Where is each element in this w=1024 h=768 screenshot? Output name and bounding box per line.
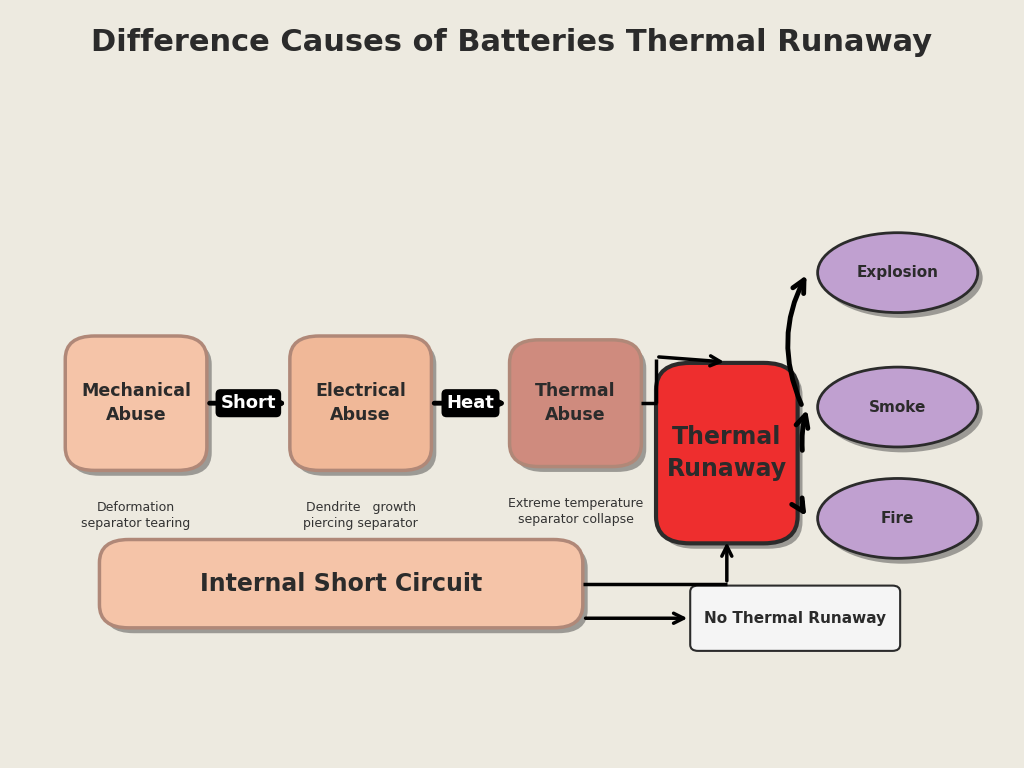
Ellipse shape [817,233,978,313]
FancyBboxPatch shape [71,342,212,476]
FancyBboxPatch shape [690,586,900,651]
Text: No Thermal Runaway: No Thermal Runaway [705,611,886,626]
FancyBboxPatch shape [660,369,803,548]
Text: Thermal
Runaway: Thermal Runaway [667,425,786,481]
Text: Dendrite   growth
piercing separator: Dendrite growth piercing separator [303,502,418,530]
Text: Explosion: Explosion [857,265,939,280]
Text: Smoke: Smoke [869,399,927,415]
Ellipse shape [822,372,983,452]
FancyBboxPatch shape [510,340,641,467]
Text: Heat: Heat [446,394,495,412]
Text: Thermal
Abuse: Thermal Abuse [536,382,615,424]
Text: Fire: Fire [881,511,914,526]
Text: Electrical
Abuse: Electrical Abuse [315,382,407,424]
FancyBboxPatch shape [514,346,646,472]
Text: Internal Short Circuit: Internal Short Circuit [200,571,482,596]
Text: Mechanical
Abuse: Mechanical Abuse [81,382,191,424]
Ellipse shape [817,367,978,447]
Text: Extreme temperature
separator collapse: Extreme temperature separator collapse [508,498,643,526]
Ellipse shape [817,478,978,558]
Text: Deformation
separator tearing: Deformation separator tearing [82,502,190,530]
FancyBboxPatch shape [295,342,436,476]
FancyBboxPatch shape [66,336,207,470]
Text: Short: Short [220,394,276,412]
Text: Difference Causes of Batteries Thermal Runaway: Difference Causes of Batteries Thermal R… [91,28,933,57]
FancyBboxPatch shape [290,336,431,470]
Ellipse shape [822,484,983,564]
FancyBboxPatch shape [99,539,583,628]
FancyBboxPatch shape [656,363,798,544]
FancyBboxPatch shape [104,545,588,633]
Ellipse shape [822,238,983,318]
